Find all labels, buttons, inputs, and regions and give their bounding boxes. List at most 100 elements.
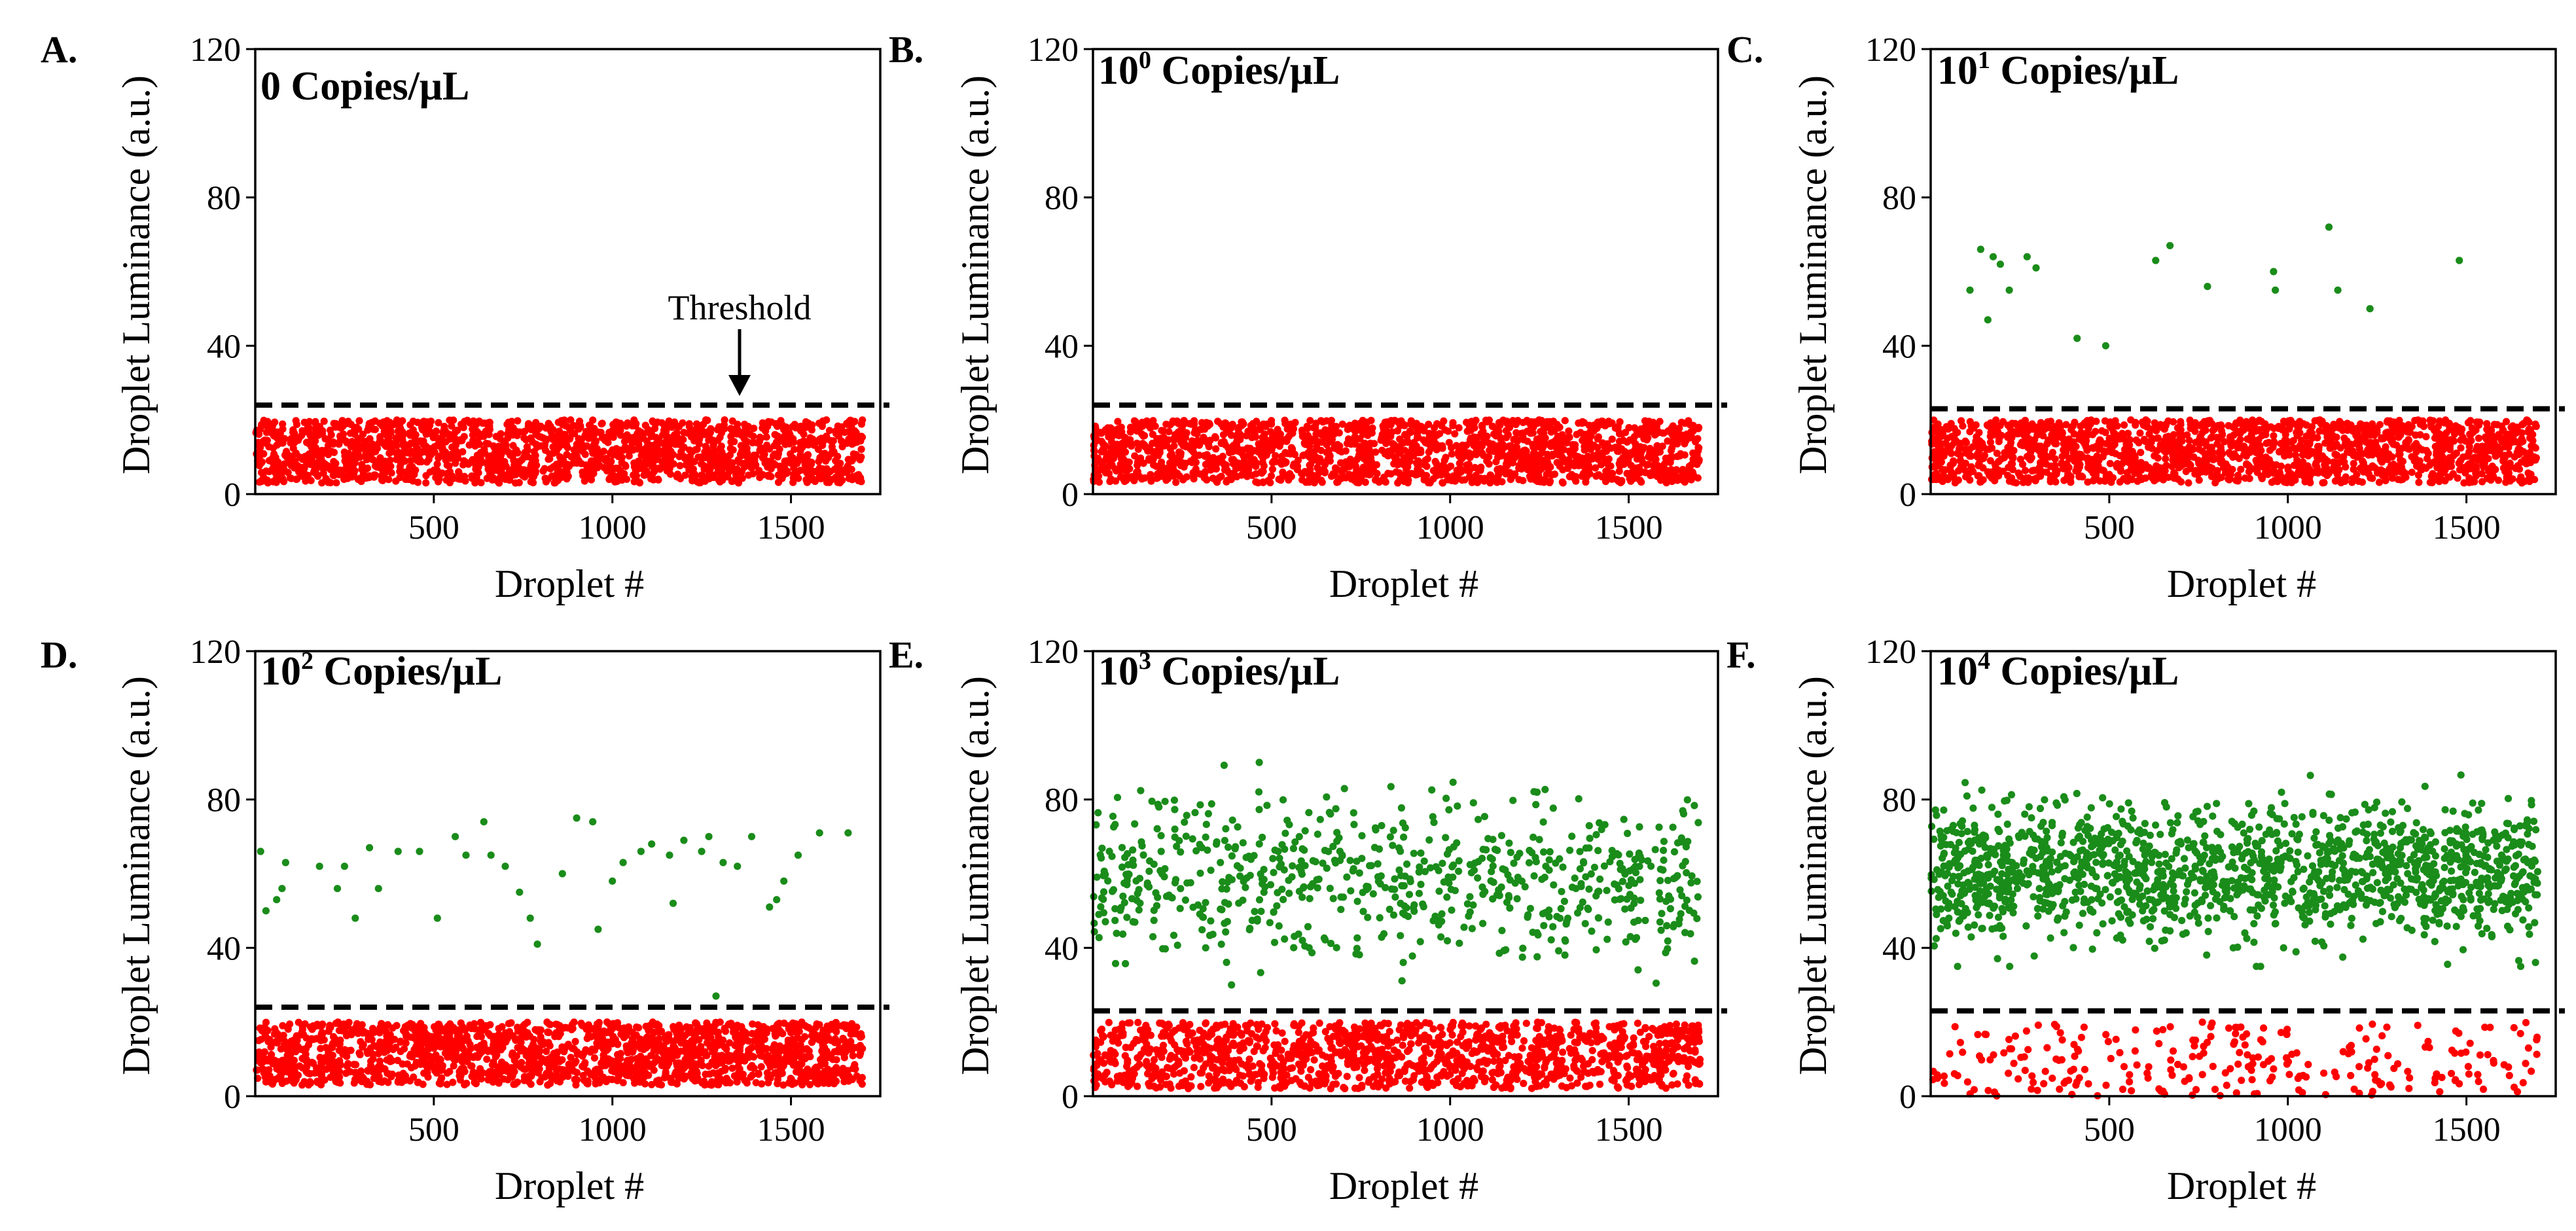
data-point	[2051, 455, 2059, 463]
data-point	[2490, 421, 2498, 429]
data-point	[690, 471, 698, 478]
data-point	[1497, 435, 1505, 443]
data-point	[436, 442, 444, 450]
data-point	[263, 423, 271, 431]
data-point	[289, 429, 297, 437]
data-point	[1217, 473, 1225, 480]
data-point	[2196, 440, 2204, 448]
data-point	[2416, 420, 2424, 428]
data-point	[262, 467, 270, 475]
data-point	[2291, 476, 2299, 484]
data-point	[2128, 454, 2136, 462]
data-point	[583, 442, 591, 450]
data-point	[764, 418, 772, 426]
data-point	[461, 473, 469, 480]
data-point	[1592, 453, 1600, 461]
data-point	[681, 471, 689, 479]
data-point	[1512, 436, 1520, 444]
panel-title-text: Copies/μL	[1151, 48, 1340, 93]
data-point	[2183, 452, 2191, 460]
data-point	[1645, 428, 1653, 437]
data-point	[280, 465, 288, 473]
data-point	[1403, 433, 1411, 440]
panel-label: B.	[889, 28, 923, 71]
data-point	[673, 471, 681, 478]
data-point	[1209, 474, 1217, 482]
data-point	[321, 435, 329, 443]
data-point	[564, 461, 571, 469]
data-point	[728, 477, 736, 485]
data-point	[2014, 430, 2022, 438]
data-point	[1127, 423, 1135, 431]
data-point	[258, 459, 266, 467]
data-point	[307, 476, 315, 484]
data-point	[1509, 473, 1516, 480]
data-point	[1318, 478, 1326, 486]
data-point	[2399, 422, 2406, 430]
data-point	[1156, 447, 1164, 455]
data-point	[1966, 476, 1974, 484]
data-point	[272, 465, 279, 473]
data-point	[1653, 442, 1661, 450]
panel-label: A.	[41, 28, 77, 71]
data-point	[1581, 463, 1589, 471]
data-point	[1537, 428, 1545, 436]
data-point	[738, 474, 746, 482]
data-point	[1182, 443, 1190, 451]
data-point	[1139, 459, 1147, 467]
x-tick-label: 500	[408, 509, 459, 546]
data-point	[1192, 458, 1200, 467]
data-point	[611, 474, 618, 482]
data-point	[1530, 443, 1537, 452]
data-point	[460, 457, 468, 465]
data-point	[1117, 423, 1125, 431]
data-point	[2290, 461, 2298, 469]
data-point	[532, 419, 540, 427]
data-point	[639, 434, 647, 442]
data-point	[2033, 466, 2041, 474]
data-point	[1146, 419, 1154, 427]
data-point	[1492, 443, 1499, 451]
data-point	[2333, 451, 2341, 459]
data-point	[683, 460, 690, 468]
data-point	[1668, 444, 1676, 452]
data-point	[647, 433, 655, 440]
data-point	[1381, 418, 1389, 426]
data-point	[804, 451, 812, 459]
data-point	[325, 451, 332, 459]
data-point	[2398, 444, 2406, 452]
data-point	[857, 445, 865, 454]
data-point	[504, 434, 512, 442]
data-point	[2415, 478, 2423, 486]
data-point	[2355, 477, 2363, 486]
data-point	[2252, 456, 2260, 465]
data-point	[1327, 436, 1335, 444]
data-point	[1244, 427, 1252, 435]
data-point	[685, 420, 693, 428]
data-point	[1181, 434, 1189, 442]
data-point	[1950, 474, 1958, 482]
data-point	[1424, 478, 1432, 487]
data-point	[1132, 418, 1139, 425]
data-point	[834, 452, 842, 461]
data-point	[369, 425, 377, 433]
y-axis-label: Droplet Luminance (a.u.)	[1791, 75, 1834, 474]
data-point	[515, 478, 523, 487]
data-point	[364, 426, 372, 434]
y-tick-label: 0	[1062, 476, 1079, 514]
data-point	[613, 423, 621, 431]
data-point	[1158, 473, 1166, 480]
data-point	[1417, 446, 1425, 454]
data-point	[474, 469, 482, 477]
data-point	[1958, 417, 1965, 425]
data-point	[1319, 418, 1327, 426]
data-point	[1522, 447, 1530, 455]
data-point	[443, 461, 451, 469]
data-point	[1386, 449, 1393, 457]
y-tick-label: 40	[1045, 328, 1079, 365]
data-point	[709, 441, 717, 449]
data-point	[1454, 448, 1463, 455]
data-point	[509, 442, 517, 450]
x-tick-label: 1500	[757, 509, 825, 546]
data-point	[718, 449, 726, 457]
